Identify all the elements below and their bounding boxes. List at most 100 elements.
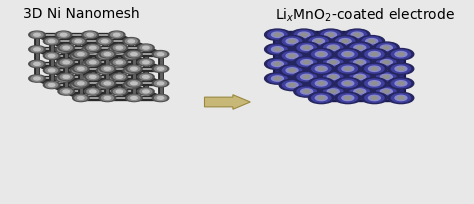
Circle shape — [298, 76, 310, 81]
Circle shape — [315, 69, 322, 72]
Circle shape — [75, 40, 82, 43]
Circle shape — [374, 71, 399, 83]
Circle shape — [128, 66, 140, 71]
Circle shape — [101, 66, 113, 71]
Circle shape — [75, 52, 87, 57]
Circle shape — [111, 73, 128, 81]
Circle shape — [90, 90, 96, 93]
Circle shape — [101, 52, 113, 57]
Circle shape — [137, 73, 154, 81]
Circle shape — [272, 47, 283, 52]
Circle shape — [354, 48, 360, 51]
Circle shape — [60, 74, 72, 80]
Circle shape — [321, 45, 340, 54]
Circle shape — [365, 94, 384, 102]
Circle shape — [309, 49, 334, 60]
Circle shape — [155, 66, 166, 71]
Circle shape — [309, 63, 334, 74]
Circle shape — [128, 84, 135, 86]
Circle shape — [99, 51, 116, 58]
Circle shape — [354, 89, 366, 94]
Circle shape — [140, 60, 152, 65]
Circle shape — [123, 67, 139, 74]
Circle shape — [289, 54, 295, 57]
Circle shape — [58, 44, 74, 51]
Circle shape — [356, 90, 363, 93]
Circle shape — [313, 68, 325, 73]
Circle shape — [345, 96, 351, 99]
Circle shape — [298, 47, 310, 52]
Circle shape — [283, 37, 301, 45]
Circle shape — [126, 65, 142, 72]
Circle shape — [116, 90, 123, 93]
Circle shape — [356, 46, 363, 49]
Circle shape — [362, 92, 387, 104]
Circle shape — [131, 67, 137, 70]
Circle shape — [264, 29, 290, 40]
Circle shape — [84, 47, 96, 52]
Circle shape — [330, 46, 337, 49]
Circle shape — [44, 81, 60, 89]
Circle shape — [342, 69, 348, 72]
Circle shape — [73, 51, 89, 58]
Circle shape — [111, 88, 128, 95]
Circle shape — [359, 50, 384, 61]
Circle shape — [395, 52, 407, 57]
Circle shape — [321, 60, 340, 68]
Circle shape — [306, 50, 331, 61]
Circle shape — [125, 39, 137, 44]
Circle shape — [58, 59, 74, 66]
Circle shape — [63, 61, 69, 64]
Circle shape — [297, 87, 316, 96]
Circle shape — [123, 81, 139, 89]
Circle shape — [311, 64, 331, 73]
Circle shape — [306, 79, 331, 91]
Circle shape — [320, 42, 346, 53]
Circle shape — [87, 45, 99, 50]
Circle shape — [324, 43, 343, 52]
Circle shape — [301, 74, 313, 80]
Circle shape — [342, 52, 354, 57]
Circle shape — [350, 58, 369, 67]
Circle shape — [111, 44, 128, 51]
Circle shape — [70, 81, 86, 89]
Circle shape — [366, 68, 378, 73]
Circle shape — [318, 96, 325, 99]
Circle shape — [398, 82, 404, 85]
Circle shape — [109, 31, 125, 38]
Circle shape — [315, 66, 327, 71]
Circle shape — [392, 79, 410, 88]
Circle shape — [381, 45, 392, 50]
Circle shape — [143, 90, 149, 93]
Circle shape — [339, 82, 351, 88]
Circle shape — [311, 79, 331, 88]
Circle shape — [398, 53, 404, 56]
Circle shape — [362, 66, 382, 75]
Circle shape — [78, 82, 84, 85]
Circle shape — [143, 75, 149, 78]
Circle shape — [87, 33, 93, 36]
Circle shape — [113, 74, 125, 80]
Circle shape — [294, 42, 319, 53]
Circle shape — [48, 69, 55, 72]
Circle shape — [143, 61, 149, 64]
Circle shape — [157, 96, 164, 99]
Circle shape — [104, 53, 110, 56]
Circle shape — [157, 53, 164, 56]
Circle shape — [306, 35, 331, 47]
Circle shape — [315, 52, 327, 57]
Circle shape — [84, 44, 101, 51]
Circle shape — [72, 82, 84, 88]
Circle shape — [327, 33, 334, 36]
Circle shape — [75, 69, 82, 72]
Circle shape — [325, 47, 337, 52]
Circle shape — [72, 68, 84, 73]
Circle shape — [298, 32, 310, 37]
Circle shape — [383, 61, 390, 64]
Circle shape — [97, 52, 113, 59]
Circle shape — [345, 82, 351, 85]
Circle shape — [125, 53, 137, 58]
Circle shape — [297, 73, 316, 81]
Circle shape — [362, 81, 382, 89]
Circle shape — [309, 92, 334, 104]
